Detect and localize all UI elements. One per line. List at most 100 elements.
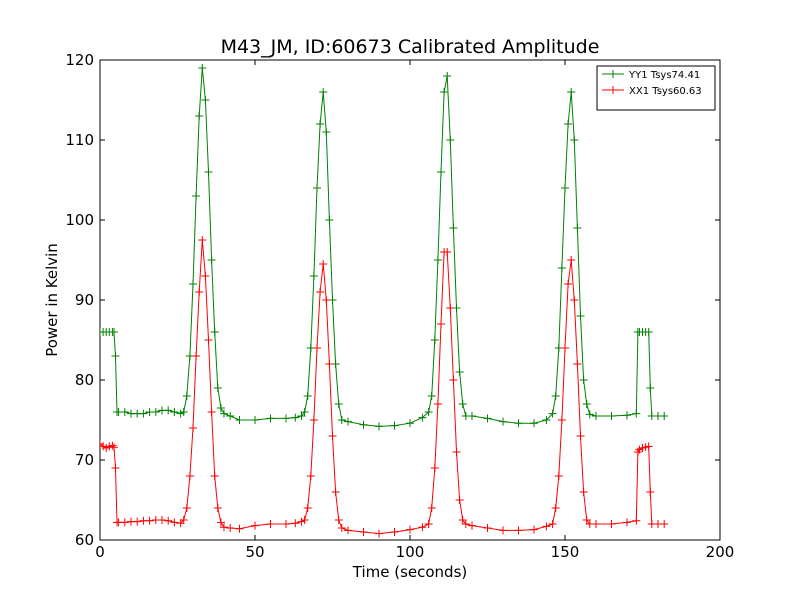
data-point-marker	[216, 404, 225, 412]
y-tick-label: 80	[75, 371, 94, 389]
data-point-marker	[424, 408, 433, 416]
data-point-marker	[359, 528, 368, 536]
chart-title: M43_JM, ID:60673 Calibrated Amplitude	[221, 36, 600, 58]
data-point-marker	[433, 256, 442, 264]
data-point-marker	[632, 409, 641, 418]
data-point-marker	[170, 518, 179, 527]
data-point-marker	[328, 432, 337, 440]
data-point-marker	[468, 521, 476, 530]
data-point-marker	[291, 413, 300, 422]
data-point-marker	[557, 264, 566, 272]
data-point-marker	[437, 168, 445, 176]
data-point-marker	[344, 526, 352, 535]
data-point-marker	[499, 417, 507, 426]
data-point-marker	[660, 520, 669, 528]
x-tick-label: 100	[396, 543, 425, 561]
data-point-marker	[443, 248, 452, 256]
data-point-marker	[170, 408, 179, 416]
data-point-marker	[440, 88, 449, 96]
data-point-marker	[291, 519, 300, 528]
data-point-marker	[189, 424, 197, 432]
data-point-marker	[185, 472, 194, 480]
data-point-marker	[109, 443, 118, 452]
data-point-marker	[220, 523, 228, 532]
data-point-marker	[235, 524, 244, 533]
data-point-marker	[458, 400, 467, 408]
y-tick-label: 60	[75, 531, 94, 549]
data-point-marker	[303, 504, 312, 512]
data-point-marker	[607, 520, 616, 528]
data-point-marker	[120, 408, 129, 416]
data-point-marker	[313, 184, 321, 192]
data-point-marker	[164, 406, 173, 415]
data-point-marker	[468, 412, 476, 420]
x-tick-label: 0	[95, 543, 105, 561]
data-point-marker	[573, 224, 582, 232]
data-point-marker	[623, 518, 631, 527]
legend-label: YY1 Tsys74.41	[628, 70, 700, 81]
y-axis-title: Power in Kelvin	[43, 243, 61, 357]
data-point-marker	[570, 296, 579, 304]
data-point-marker	[427, 392, 436, 400]
data-point-marker	[282, 414, 290, 423]
legend-box	[596, 65, 716, 111]
data-point-marker	[207, 408, 216, 416]
data-point-marker	[334, 400, 343, 408]
data-point-marker	[427, 504, 436, 512]
data-point-marker	[151, 408, 160, 416]
data-point-marker	[561, 184, 569, 192]
data-point-marker	[418, 523, 427, 532]
data-point-marker	[483, 524, 492, 532]
data-point-marker	[337, 416, 346, 424]
legend: YY1 Tsys74.41 XX1 Tsys60.63	[596, 65, 716, 111]
data-point-marker	[309, 416, 318, 424]
data-point-marker	[309, 272, 318, 280]
ticks-layer: 0 50 100 150 200 60 70 80 90 100 110 120	[65, 51, 734, 561]
data-point-marker	[449, 376, 458, 384]
data-point-marker	[251, 521, 259, 530]
data-point-marker	[579, 488, 588, 496]
data-point-marker	[592, 520, 600, 528]
data-point-marker	[564, 120, 573, 128]
data-point-marker	[443, 72, 452, 80]
data-point-marker	[449, 224, 458, 232]
data-point-marker	[158, 516, 166, 524]
data-point-marker	[179, 408, 188, 416]
series-1	[100, 64, 669, 431]
series-layer	[100, 64, 669, 538]
data-point-marker	[303, 392, 312, 400]
data-point-marker	[316, 120, 325, 128]
data-point-marker	[561, 344, 569, 352]
x-tick-label: 200	[706, 543, 735, 561]
data-point-marker	[251, 416, 259, 424]
data-point-marker	[226, 524, 235, 532]
data-point-marker	[567, 256, 576, 264]
data-point-marker	[573, 360, 582, 368]
data-point-marker	[300, 516, 309, 524]
data-point-marker	[499, 526, 507, 535]
x-axis-title: Time (seconds)	[352, 563, 468, 581]
data-point-marker	[455, 496, 464, 504]
data-point-marker	[195, 288, 204, 296]
data-point-marker	[646, 384, 655, 392]
data-point-marker	[576, 432, 585, 440]
data-point-marker	[632, 516, 641, 525]
legend-item: YY1 Tsys74.41	[602, 70, 700, 81]
data-point-marker	[542, 416, 551, 424]
data-point-marker	[483, 414, 492, 423]
data-point-marker	[570, 136, 579, 144]
data-point-marker	[359, 420, 368, 429]
data-point-marker	[530, 419, 538, 428]
data-point-marker	[446, 304, 455, 312]
x-tick-label: 150	[551, 543, 580, 561]
data-point-marker	[111, 464, 120, 472]
data-point-marker	[235, 416, 244, 424]
data-point-marker	[437, 320, 445, 328]
data-point-marker	[204, 168, 213, 176]
data-point-marker	[418, 413, 427, 422]
data-point-marker	[623, 411, 631, 420]
data-point-marker	[548, 520, 557, 528]
data-point-marker	[139, 409, 148, 418]
data-point-marker	[548, 409, 557, 418]
data-point-marker	[109, 328, 118, 336]
